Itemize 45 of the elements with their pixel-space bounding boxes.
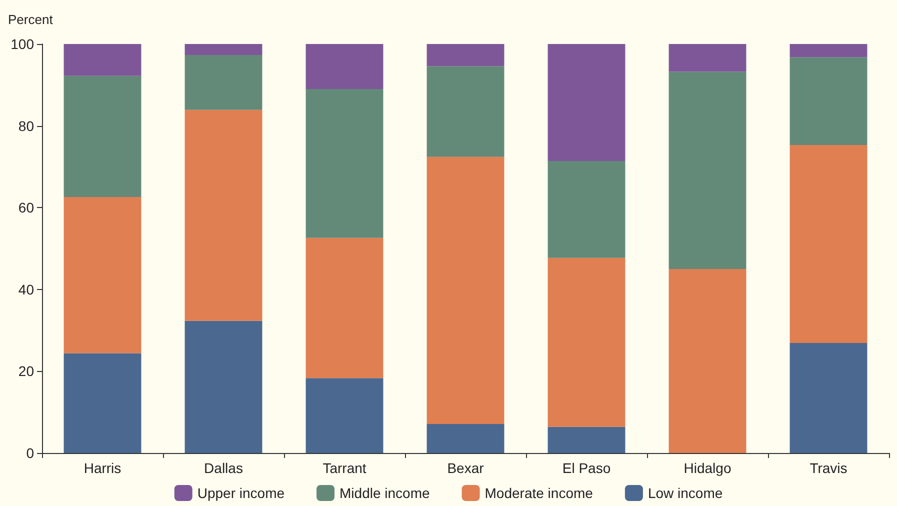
x-tick-label: Travis bbox=[810, 460, 848, 476]
bar bbox=[426, 424, 504, 453]
bar bbox=[668, 44, 746, 72]
bar bbox=[668, 72, 746, 269]
x-tick-label: Hidalgo bbox=[684, 460, 732, 476]
bar bbox=[306, 238, 384, 378]
x-tick-label: Harris bbox=[84, 460, 122, 476]
bar bbox=[426, 44, 504, 66]
bar bbox=[790, 57, 868, 146]
y-tick-label: 100 bbox=[10, 36, 34, 52]
bar bbox=[548, 426, 626, 453]
bar bbox=[668, 268, 746, 453]
bar bbox=[548, 44, 626, 161]
legend-label: Low income bbox=[648, 485, 723, 501]
y-tick-label: 40 bbox=[18, 281, 34, 298]
legend-label: Moderate income bbox=[484, 485, 594, 501]
bar bbox=[790, 44, 868, 58]
bar bbox=[64, 44, 142, 76]
y-tick-label: 0 bbox=[26, 445, 34, 461]
bar bbox=[306, 88, 384, 238]
bar bbox=[64, 76, 142, 197]
bar bbox=[790, 342, 868, 453]
y-tick-label: 60 bbox=[18, 200, 34, 216]
bar bbox=[184, 44, 262, 56]
x-tick-label: Dallas bbox=[204, 460, 243, 476]
x-tick-label: Bexar bbox=[447, 460, 484, 476]
bar bbox=[790, 145, 868, 343]
bar bbox=[184, 55, 262, 110]
bar bbox=[64, 196, 142, 354]
legend-label: Upper income bbox=[197, 485, 285, 501]
bar bbox=[548, 258, 626, 427]
bar bbox=[426, 66, 504, 157]
y-axis-title: Percent bbox=[8, 12, 54, 27]
bar bbox=[184, 320, 262, 453]
bar bbox=[184, 110, 262, 321]
bar bbox=[548, 160, 626, 258]
x-tick-label: El Paso bbox=[562, 460, 611, 476]
y-tick-label: 80 bbox=[18, 118, 34, 134]
y-tick-label: 20 bbox=[18, 363, 34, 380]
x-tick-label: Tarrant bbox=[322, 460, 366, 476]
bar bbox=[306, 44, 384, 89]
bar bbox=[306, 378, 384, 453]
bar bbox=[64, 353, 142, 453]
legend-label: Middle income bbox=[340, 485, 430, 501]
bar bbox=[426, 156, 504, 424]
